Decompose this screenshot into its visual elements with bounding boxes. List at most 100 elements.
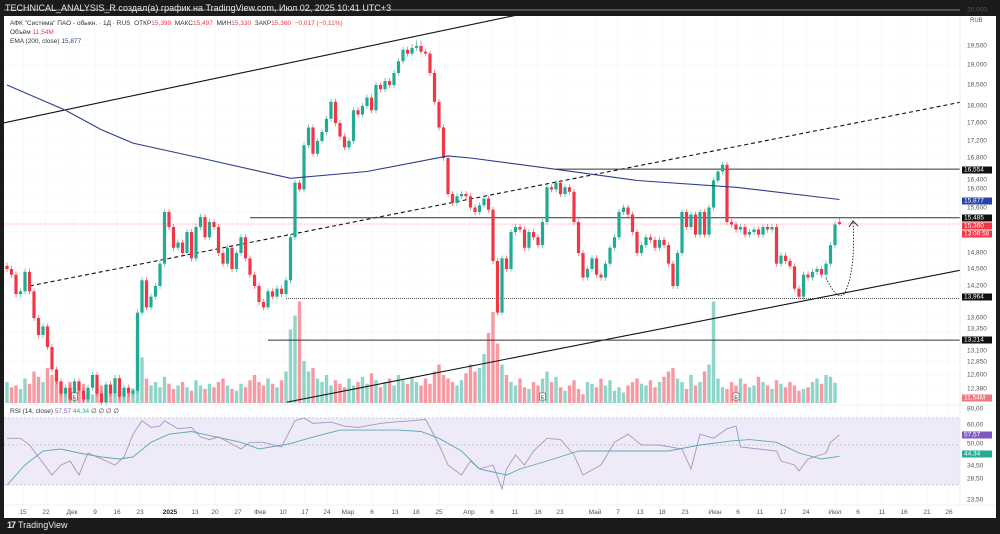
price-tick-label: 18,000: [967, 102, 987, 110]
rsi-tick-label: 60,00: [967, 421, 984, 429]
candle-body: [275, 288, 279, 297]
volume-bar: [374, 380, 378, 403]
symbol-legend[interactable]: АФК "Система" ПАО - обыкн. · 1Д · RUS ОТ…: [10, 20, 343, 27]
candle-body: [468, 196, 473, 208]
projection-arrow-path[interactable]: [825, 221, 855, 297]
candle-body: [518, 227, 522, 230]
candle-body: [585, 269, 590, 278]
candle-body: [72, 381, 77, 400]
volume-bar: [18, 389, 23, 403]
volume-bar: [770, 389, 774, 403]
volume-bar: [369, 373, 374, 403]
chart-title-bar: TECHNICAL_ANALYSIS_R создал(а) график на…: [0, 0, 1000, 16]
candle-body: [608, 247, 612, 264]
candle-body: [698, 212, 702, 235]
volume-bar: [167, 383, 171, 403]
candle-body: [77, 381, 81, 391]
volume-bar: [221, 378, 225, 403]
candle-body: [567, 187, 572, 192]
candle-body: [473, 207, 477, 212]
price-tick-label: 13,100: [967, 347, 987, 355]
volume-bar: [216, 382, 221, 403]
candle-body: [284, 280, 288, 294]
close-label: ЗАКР: [254, 20, 272, 27]
ema-value: 15,877: [61, 38, 82, 45]
candle-body: [293, 182, 297, 238]
candle-body: [702, 212, 707, 235]
volume-bar: [275, 387, 279, 403]
volume-bar: [792, 385, 797, 403]
candle-body: [153, 286, 158, 297]
volume-bar: [446, 378, 450, 403]
time-tick-label: 23: [136, 509, 144, 516]
candle-body: [108, 384, 113, 394]
volume-bar: [176, 385, 180, 403]
candle-body: [45, 326, 50, 347]
candle-body: [360, 106, 365, 115]
tradingview-logo[interactable]: 17 TradingView: [7, 520, 68, 530]
candle-body: [90, 375, 95, 388]
candle-body: [387, 81, 392, 85]
time-tick-label: 15: [19, 509, 27, 516]
volume-bar: [189, 390, 194, 403]
time-tick-label: 9: [93, 509, 97, 516]
volume-legend[interactable]: Объём 11,54M: [10, 29, 54, 36]
candle-body: [140, 280, 144, 313]
volume-bar: [365, 383, 369, 403]
projection-arrowhead-icon: [848, 220, 859, 228]
candle-body: [32, 291, 36, 318]
drawings[interactable]: [4, 0, 960, 403]
volume-bar: [779, 383, 783, 403]
volume-bar: [338, 383, 342, 403]
time-tick-label: Фев: [253, 509, 267, 516]
candle-body: [68, 387, 72, 400]
candle-body: [752, 229, 756, 232]
candle-body: [257, 286, 261, 302]
volume-bar: [378, 387, 383, 403]
volume-bar: [657, 382, 662, 403]
candle-body: [765, 227, 770, 230]
candle-body: [810, 271, 815, 278]
tradingview-logo-icon: 17: [7, 520, 16, 530]
level-badge-16554: 16,554: [962, 166, 992, 174]
volume-bars: [5, 301, 837, 403]
volume-bar: [455, 385, 459, 403]
volume-bar: [621, 392, 626, 403]
candle-body: [527, 232, 531, 248]
volume-bar: [261, 385, 266, 403]
time-tick-label: 11: [756, 509, 764, 516]
candle-body: [540, 222, 545, 246]
ema-label: EMA (200, close): [10, 38, 60, 45]
volume-bar: [644, 385, 648, 403]
currency-label[interactable]: RUB: [970, 18, 983, 24]
volume-bar: [473, 371, 477, 403]
volume-bar: [405, 383, 410, 403]
volume-bar: [509, 382, 513, 403]
rsi-legend[interactable]: RSI (14, close) 57,57 44,34 ∅ ∅ ∅ ∅: [10, 407, 119, 415]
rsi-band-lines: [4, 417, 960, 486]
volume-label: Объём: [10, 29, 31, 36]
candle-body: [626, 207, 630, 215]
volume-bar: [747, 387, 752, 403]
volume-bar: [36, 376, 41, 403]
volume-bar: [626, 385, 630, 403]
volume-bar: [198, 385, 203, 403]
rsi-ma-badge: 44,34: [962, 450, 992, 458]
volume-bar: [806, 387, 810, 403]
candle-body: [333, 101, 338, 123]
ema-legend[interactable]: EMA (200, close) 15,877: [10, 38, 81, 45]
change-value: −0,017 (−0,11%): [294, 20, 343, 27]
candle-body: [824, 263, 828, 275]
time-tick-label: Дек: [66, 509, 78, 516]
time-tick-label: 13: [636, 509, 644, 516]
candle-body: [144, 280, 149, 308]
candle-body: [59, 381, 63, 394]
volume-bar: [788, 382, 792, 403]
volume-bar: [653, 387, 657, 403]
volume-bar: [180, 382, 185, 403]
candle-body: [189, 232, 194, 259]
candle-body: [581, 253, 585, 278]
candle-body: [657, 239, 662, 248]
